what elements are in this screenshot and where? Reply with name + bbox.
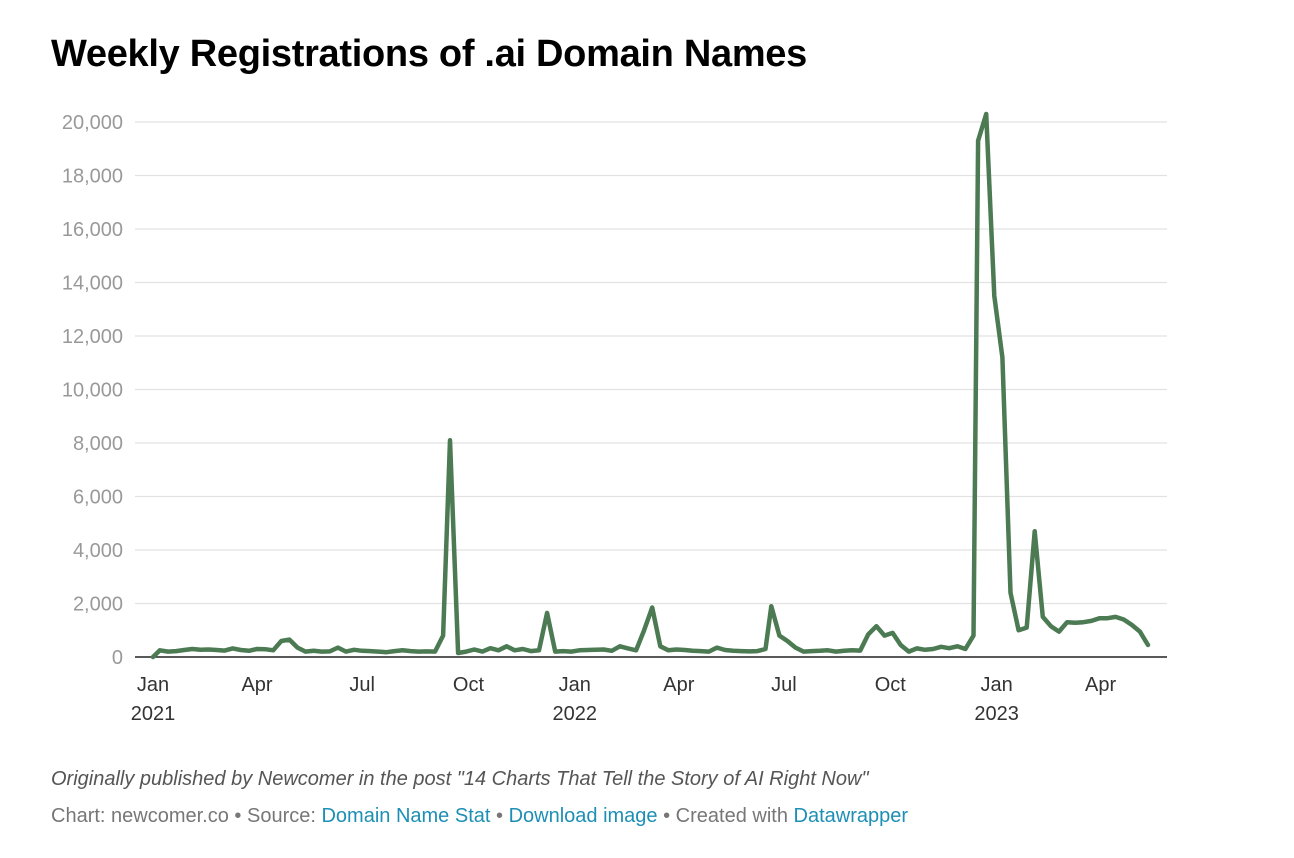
chart-title: Weekly Registrations of .ai Domain Names bbox=[51, 33, 807, 75]
x-tick-label: Apr bbox=[663, 674, 694, 696]
y-tick-label: 14,000 bbox=[62, 273, 123, 295]
x-tick-label: Oct bbox=[875, 674, 907, 696]
x-tick-year-label: 2021 bbox=[131, 703, 176, 725]
y-tick-label: 12,000 bbox=[62, 326, 123, 348]
series-group bbox=[150, 111, 1151, 660]
x-tick-label: Jan bbox=[559, 674, 591, 696]
chart-notes: Originally published by Newcomer in the … bbox=[51, 768, 869, 790]
y-tick-label: 10,000 bbox=[62, 380, 123, 402]
x-tick-label: Oct bbox=[453, 674, 485, 696]
y-axis-labels: 0 2,000 4,000 6,000 8,000 10,000 12,000 14,000 1… bbox=[62, 112, 123, 669]
x-tick-label: Jul bbox=[349, 674, 375, 696]
source-prefix: Source: bbox=[246, 805, 322, 827]
chart-footer: Chart: newcomer.co • Source: Domain Name… bbox=[51, 805, 908, 828]
x-tick-year-label: 2023 bbox=[974, 703, 1019, 725]
source-link[interactable]: Domain Name Stat bbox=[321, 805, 491, 827]
footer-separator: • bbox=[657, 805, 676, 827]
created-with-prefix: Created with bbox=[675, 805, 794, 827]
x-tick-label: Jan bbox=[980, 674, 1012, 696]
gridlines bbox=[135, 121, 1167, 605]
x-tick-label: Apr bbox=[1085, 674, 1116, 696]
line-chart: 0 2,000 4,000 6,000 8,000 10,000 12,000 14,000 1… bbox=[62, 111, 1167, 725]
datawrapper-link[interactable]: Datawrapper bbox=[793, 805, 909, 827]
y-tick-label: 8,000 bbox=[73, 433, 123, 455]
series-line bbox=[150, 111, 1151, 660]
y-tick-label: 6,000 bbox=[73, 487, 123, 509]
x-tick-label: Apr bbox=[241, 674, 272, 696]
x-tick-label: Jul bbox=[771, 674, 797, 696]
x-axis-labels: Jan 2021 Apr Jul Oct Jan 2022 Apr Jul Oct Jan 2023 A… bbox=[131, 674, 1117, 725]
y-tick-label: 4,000 bbox=[73, 540, 123, 562]
footer-separator: • bbox=[228, 805, 247, 827]
x-tick-label: Jan bbox=[137, 674, 169, 696]
chart-credit: Chart: newcomer.co bbox=[51, 805, 229, 827]
footer-separator: • bbox=[490, 805, 509, 827]
y-tick-label: 16,000 bbox=[62, 219, 123, 241]
download-image-link[interactable]: Download image bbox=[508, 805, 658, 827]
y-tick-label: 2,000 bbox=[73, 594, 123, 616]
y-tick-label: 20,000 bbox=[62, 112, 123, 134]
y-tick-label: 0 bbox=[112, 647, 123, 669]
x-tick-year-label: 2022 bbox=[553, 703, 598, 725]
y-tick-label: 18,000 bbox=[62, 166, 123, 188]
